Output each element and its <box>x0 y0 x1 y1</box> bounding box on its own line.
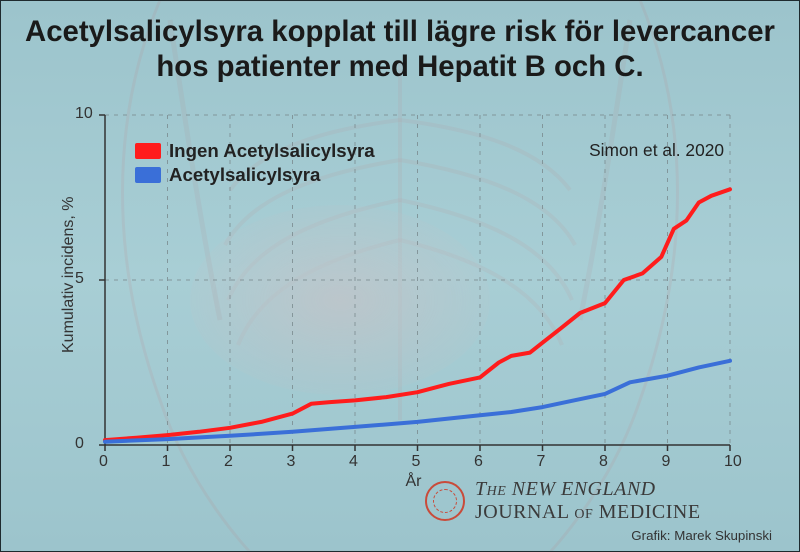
legend-item: Ingen Acetylsalicylsyra <box>135 140 375 162</box>
chart-title-line1: Acetylsalicylsyra kopplat till lägre ris… <box>0 14 800 49</box>
nejm-line2: JOURNAL of MEDICINE <box>475 501 701 524</box>
x-tick-label: 4 <box>349 453 358 471</box>
x-tick-label: 0 <box>99 453 108 471</box>
legend-label: Acetylsalicylsyra <box>169 164 320 186</box>
x-tick-label: 2 <box>224 453 233 471</box>
graphic-credit: Grafik: Marek Skupinski <box>631 528 772 543</box>
citation-text: Simon et al. 2020 <box>589 140 724 161</box>
chart-title-line2: hos patienter med Hepatit B och C. <box>0 49 800 84</box>
legend: Ingen Acetylsalicylsyra Acetylsalicylsyr… <box>135 140 375 188</box>
x-tick-label: 1 <box>162 453 171 471</box>
x-tick-label: 6 <box>474 453 483 471</box>
legend-swatch <box>135 143 161 159</box>
y-tick-label: 0 <box>75 435 84 453</box>
nejm-line1: The NEW ENGLAND <box>475 478 701 501</box>
x-tick-label: 7 <box>537 453 546 471</box>
y-tick-label: 5 <box>75 270 84 288</box>
x-tick-label: 5 <box>412 453 421 471</box>
nejm-text: The NEW ENGLAND JOURNAL of MEDICINE <box>475 478 701 524</box>
legend-item: Acetylsalicylsyra <box>135 164 375 186</box>
nejm-logo-block: The NEW ENGLAND JOURNAL of MEDICINE <box>425 478 701 524</box>
chart-title: Acetylsalicylsyra kopplat till lägre ris… <box>0 14 800 84</box>
y-tick-label: 10 <box>75 105 93 123</box>
legend-swatch <box>135 167 161 183</box>
x-tick-label: 8 <box>599 453 608 471</box>
x-tick-label: 3 <box>287 453 296 471</box>
legend-label: Ingen Acetylsalicylsyra <box>169 140 375 162</box>
x-tick-label: 9 <box>662 453 671 471</box>
x-tick-label: 10 <box>724 453 742 471</box>
x-axis-label: År <box>406 473 422 491</box>
nejm-seal-icon <box>425 481 465 521</box>
